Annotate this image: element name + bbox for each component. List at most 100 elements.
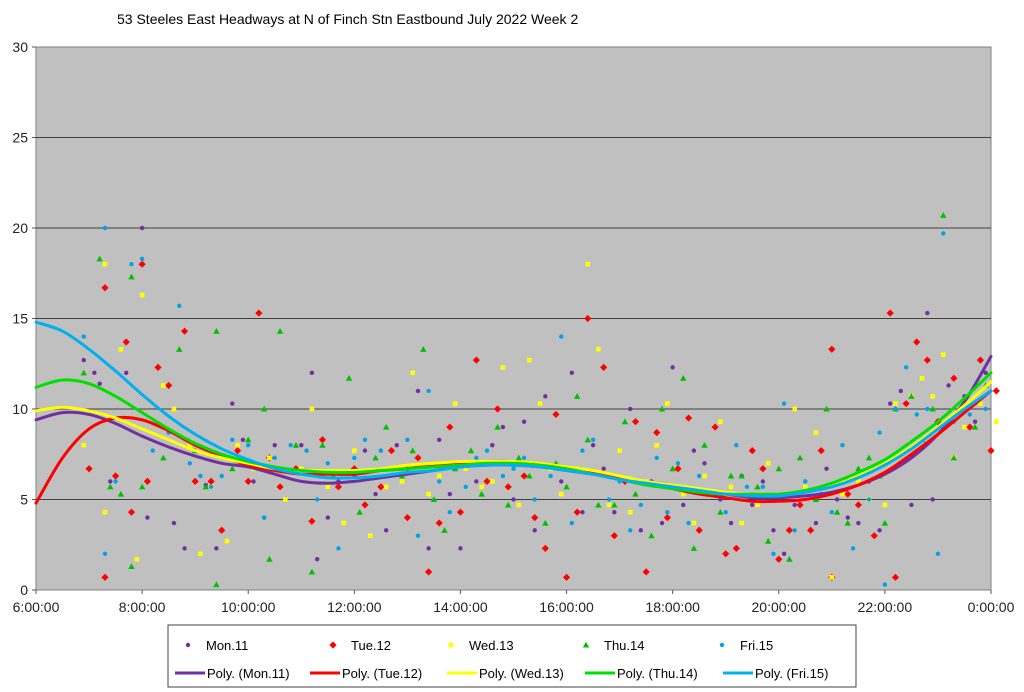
data-point [352,448,357,453]
data-point [198,551,203,557]
data-point [182,546,187,551]
data-point [490,443,495,448]
legend: Mon.11 Tue.12 Wed.13 Thu.14 Fri.15 Poly. (Mon… [175,638,828,681]
data-point [653,428,661,437]
data-point [511,466,516,471]
data-point [244,477,252,485]
data-point [437,479,442,484]
data-point [224,538,230,544]
data-point [840,491,845,497]
data-point [580,509,585,515]
data-point [161,383,166,388]
data-point [856,520,861,526]
data-point [336,546,341,551]
data-point [967,412,972,417]
data-point [732,544,740,552]
data-point [585,261,591,267]
data-point [807,526,815,534]
data-point [631,418,640,426]
data-point [559,334,564,339]
data-point [101,284,109,292]
data-point [829,509,835,515]
x-tick-label: 8:00:00 [119,599,166,615]
x-tick-label: 16:00:00 [539,599,594,615]
data-point [85,465,93,473]
x-tick-label: 22:00:00 [858,599,913,615]
data-point [314,557,320,562]
data-point [882,502,888,508]
data-point [902,399,910,408]
data-point [383,484,389,490]
data-point [781,401,787,406]
data-point [500,365,506,370]
data-point [792,528,797,533]
data-point [261,515,267,520]
data-point [230,401,235,406]
data-point [803,484,808,490]
data-point [500,424,506,430]
data-point [107,483,114,490]
legend-label: Poly. (Tue.12) [342,666,422,681]
data-point [562,573,571,581]
data-point [611,501,618,508]
data-point [207,477,215,485]
data-point [437,437,442,442]
data-point [229,465,236,472]
data-point [219,473,224,479]
data-point [711,423,719,431]
data-point [117,490,125,497]
data-point [139,225,145,231]
data-point [387,447,396,455]
y-axis-ticks: 0 5 10 15 20 25 30 [12,39,36,598]
data-point [738,472,745,479]
data-point [494,423,501,430]
data-point [362,437,368,442]
data-point [276,327,284,334]
data-point [154,363,162,371]
data-point [367,533,373,538]
data-point [372,454,379,461]
data-point [516,502,522,508]
data-point [663,514,671,522]
data-point [92,370,97,375]
data-point [584,436,591,443]
data-point [748,447,756,455]
data-point [595,501,602,508]
legend-item: Poly. (Wed.13) [447,666,564,681]
gridlines [36,137,991,500]
data-point [150,448,155,453]
data-point [267,455,272,461]
data-point [165,381,173,390]
data-point [504,501,512,508]
data-point [441,527,448,533]
data-point [828,345,836,353]
data-point [690,545,698,551]
series-fri-15 [81,225,988,587]
data-point [681,502,686,508]
data-point [318,436,327,444]
data-point [987,447,995,455]
data-point [750,502,755,508]
legend-item: Fri.15 [719,638,773,653]
data-point [127,508,136,516]
data-point [504,483,512,491]
series-thu-14 [80,212,989,588]
data-point [208,484,214,490]
data-point [128,563,135,570]
data-point [590,443,596,448]
data-point [334,483,343,491]
data-point [584,314,592,323]
data-point [240,437,246,442]
data-point [202,483,209,490]
data-point [213,581,220,588]
data-point [447,491,453,497]
data-point [854,501,862,509]
data-point [744,484,750,490]
data-point [111,472,120,480]
data-point [474,479,479,484]
x-axis-ticks: 6:00:00 8:00:00 10:00:00 12:00:00 14:00:00 16… [13,590,1015,615]
data-point [723,509,728,515]
data-point [420,346,427,352]
data-point [844,519,851,526]
